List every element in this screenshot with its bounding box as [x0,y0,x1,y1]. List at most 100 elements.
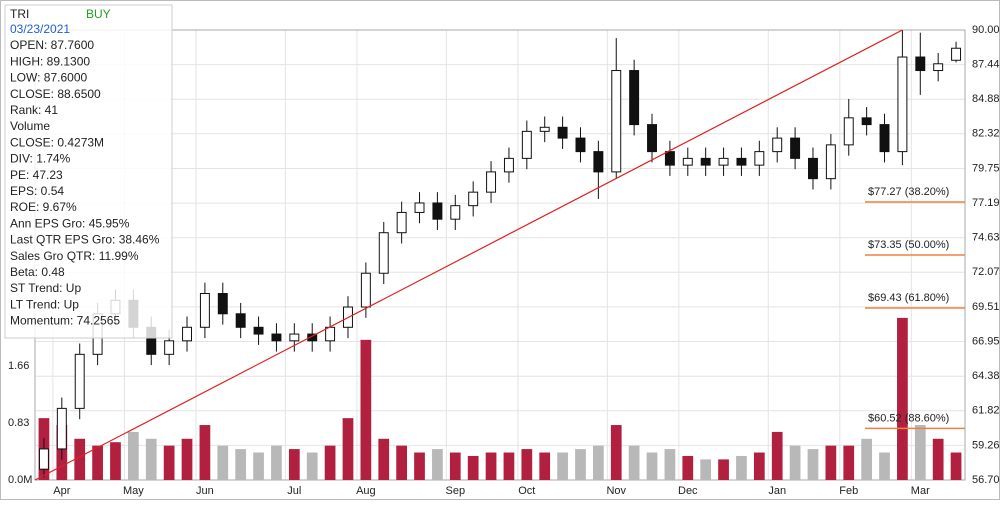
info-line: ST Trend: Up [10,281,81,295]
info-panel: TRI BUY 03/23/2021 OPEN: 87.7600 HIGH: 89.13… [4,4,173,339]
volume-bar [163,445,175,480]
volume-bar [861,438,872,480]
volume-bar [503,452,515,480]
volume-bar [646,452,658,480]
info-line: Sales Gro QTR: 11.99% [10,249,139,263]
y-tick-label: 56.70 [972,474,1000,486]
candle-body [56,407,67,450]
volume-tick-label: 0.0M [8,474,32,486]
candle-body [808,157,818,180]
x-tick-label: Feb [839,485,858,497]
volume-bar [432,449,443,480]
info-line: Last QTR EPS Gro: 38.46% [10,233,160,247]
trendline [34,29,903,481]
candle-body [414,202,425,213]
candle-body [74,353,85,409]
candle-body [825,144,836,180]
info-line: DIV: 1.74% [10,152,71,166]
volume-bar [235,449,247,480]
y-tick-label: 77.19 [972,197,1000,209]
candle-body [557,126,568,139]
x-tick-label: Mar [911,485,930,497]
rating: BUY [86,7,111,21]
y-tick-label: 69.51 [972,301,1000,313]
volume-bar [181,438,193,480]
x-tick-label: May [123,485,144,497]
candle-body [503,157,514,173]
info-line: HIGH: 89.1300 [10,54,90,68]
candle-body [736,157,747,166]
info-line: CLOSE: 88.6500 [10,87,101,101]
volume-bar [396,445,407,480]
volume-bar [718,459,729,480]
y-tick-label: 79.75 [972,162,1000,174]
volume-bar [414,452,425,480]
y-tick-label: 64.38 [972,370,1000,382]
candle-body [897,56,908,153]
volume-bar [628,445,640,480]
candle-body [450,205,461,220]
info-line: CLOSE: 0.4273M [10,135,104,149]
fib-label: $77.27 (38.20%) [868,186,949,198]
volume-bar [467,455,479,480]
volume-bar [825,445,837,480]
volume-bar [128,431,139,480]
candle-body [843,117,854,146]
x-tick-label: Aug [356,485,376,497]
candle-body [253,326,264,335]
candle-body [682,157,693,166]
candle-body [754,151,765,166]
candle-body [539,126,550,132]
fib-label: $73.35 (50.00%) [868,239,949,251]
x-tick-label: Dec [678,485,698,497]
candle-body [271,333,282,342]
candle-body [790,137,801,159]
volume-bar [736,455,747,480]
volume-bar [753,452,765,480]
volume-bar [521,449,533,480]
info-line: Volume [10,119,50,133]
volume-bar [360,339,372,480]
y-tick-label: 87.44 [972,59,1000,71]
volume-bar [664,449,676,480]
info-line: OPEN: 87.7600 [10,38,94,52]
candle-body [468,191,479,207]
candle-body [593,151,604,173]
volume-bar [110,442,121,480]
x-tick-label: Apr [53,485,70,497]
candle-body [575,137,586,153]
volume-bar [914,425,926,480]
y-tick-label: 90.00 [972,24,1000,36]
candle-body [486,171,497,193]
volume-bar [557,452,568,480]
ticker: TRI [10,7,29,21]
volume-bar [610,425,622,480]
volume-bar [92,445,103,480]
volume-bar [950,452,962,480]
candle-body [933,63,944,72]
info-line: LT Trend: Up [10,297,79,311]
candle-body [718,157,729,166]
candle-body [915,56,926,72]
candle-body [700,157,711,166]
date: 03/23/2021 [10,22,70,36]
info-line: EPS: 0.54 [10,184,64,198]
x-tick-label: Oct [518,485,535,497]
volume-bar [485,452,497,480]
volume-bar [253,452,264,480]
info-line: LOW: 87.6000 [10,71,87,85]
candle-body [360,272,371,308]
volume-bar [575,449,586,480]
volume-tick-label: 0.83 [8,417,29,429]
volume-bar [789,445,801,480]
candle-body [951,47,962,61]
candle-body [879,124,890,153]
volume-bar [897,317,908,480]
volume-bar [593,445,604,480]
candle-body [772,137,783,153]
info-line: Ann EPS Gro: 45.95% [10,216,130,230]
volume-bar [271,445,282,480]
candle-body [611,70,622,173]
volume-bar [74,438,86,480]
